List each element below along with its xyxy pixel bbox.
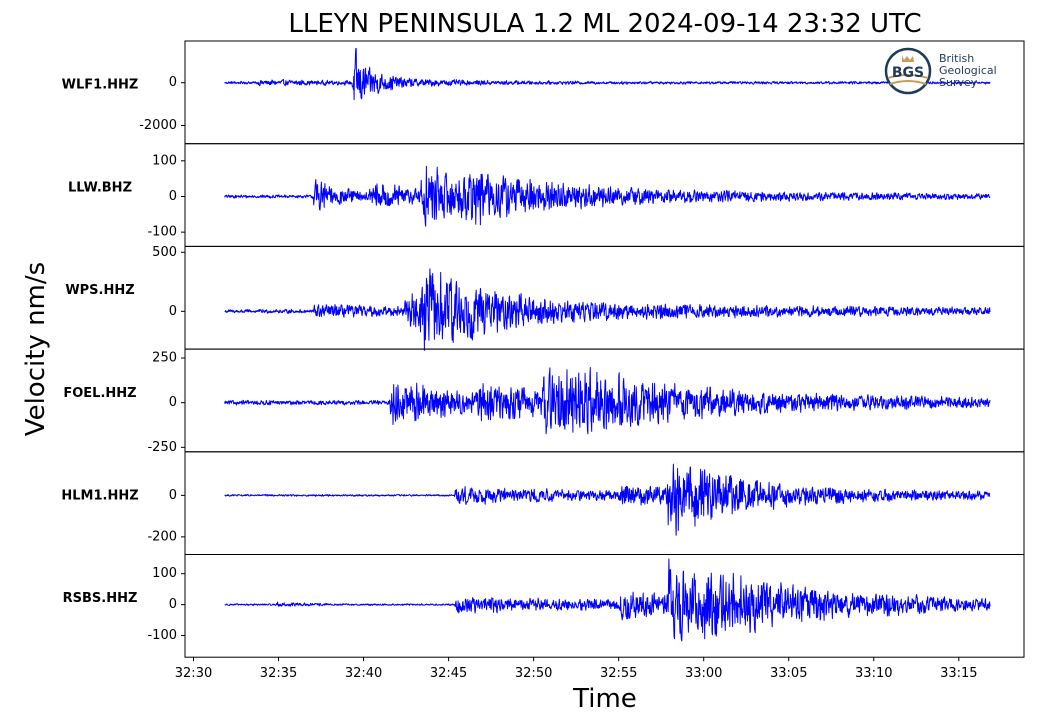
waveform-trace [224,165,991,227]
panel-hlm1-hhz: HLM1.HHZ 0 -200 [61,451,1025,555]
y-tick-label: -100 [147,628,177,643]
y-tick-label: 100 [152,153,177,168]
y-tick-label: -100 [147,225,177,240]
station-label: RSBS.HHZ [63,591,138,606]
chart-title: LLEYN PENINSULA 1.2 ML 2024-09-14 23:32 … [288,9,921,39]
x-axis: 32:30 32:35 32:40 32:45 32:50 32:55 33:00 33:05… [175,657,978,681]
logo-mark: BGS [892,65,924,81]
panel-wlf1-hhz: WLF1.HHZ 0 -2000 [62,40,1025,145]
station-label: WPS.HHZ [65,283,134,298]
bgs-logo: BGS British Geological Survey [884,47,997,95]
y-tick-label: 0 [169,597,177,612]
panel-frame [184,245,1025,350]
waveform-trace [224,268,991,351]
station-label: FOEL.HHZ [63,386,136,401]
panel-wps-hhz: WPS.HHZ 500 0 [65,245,1025,351]
x-tick-label: 32:55 [600,666,637,681]
y-tick-label: 0 [169,395,177,410]
waveform-trace [224,48,991,101]
panel-foel-hhz: FOEL.HHZ 250 0 -250 [63,348,1025,455]
crown-icon [902,55,914,62]
panel-frame [184,451,1025,555]
y-tick-label: 500 [152,245,177,260]
y-tick-label: 100 [152,566,177,581]
y-tick-label: 0 [169,75,177,90]
panel-frame [184,554,1025,658]
x-axis-title: Time [572,684,637,714]
panel-rsbs-hhz: RSBS.HHZ 100 0 -100 [63,554,1025,658]
y-tick-label: -250 [147,440,177,455]
logo-wave-upper [887,74,929,79]
station-label: WLF1.HHZ [62,78,139,93]
y-tick-label: 0 [169,189,177,204]
x-tick-label: 32:45 [430,666,467,681]
x-tick-label: 32:50 [515,666,552,681]
x-tick-label: 32:30 [175,666,212,681]
y-tick-label: -2000 [139,118,177,133]
panel-llw-bhz: LLW.BHZ 100 0 -100 [68,143,1025,247]
y-axis-title: Velocity nm/s [21,262,51,436]
waveform-trace [224,463,991,536]
waveform-trace [224,558,991,642]
logo-line-3: Survey [939,76,978,89]
x-tick-label: 33:00 [685,666,722,681]
station-label: LLW.BHZ [68,180,132,195]
x-tick-label: 32:40 [345,666,382,681]
y-tick-label: 250 [152,351,177,366]
logo-wave-lower [889,80,927,85]
y-tick-label: 0 [169,304,177,319]
logo-line-2: Geological [939,64,997,77]
x-tick-label: 33:05 [770,666,807,681]
waveform-trace [224,367,991,435]
y-tick-label: -200 [147,529,177,544]
panels: WLF1.HHZ 0-2000LLW.BHZ1000-100WPS.HHZ5000… [61,40,1025,658]
x-tick-label: 33:10 [855,666,892,681]
y-tick-label: 0 [169,488,177,503]
x-tick-label: 33:15 [940,666,977,681]
x-tick-label: 32:35 [260,666,297,681]
station-label: HLM1.HHZ [61,488,138,503]
logo-line-1: British [939,52,974,65]
